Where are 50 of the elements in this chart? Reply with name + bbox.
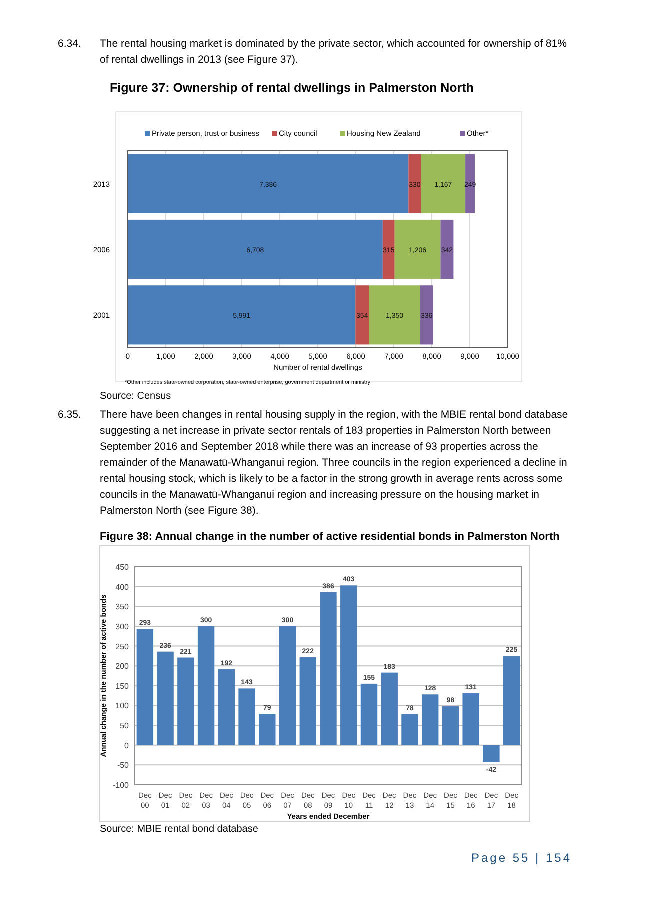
bar xyxy=(128,286,356,345)
bar xyxy=(218,669,236,746)
y-tick-label: 450 xyxy=(116,563,130,572)
source-note: Source: Census xyxy=(100,391,172,402)
text: Page 55 | 154 xyxy=(471,851,572,865)
bar xyxy=(279,626,296,746)
bar xyxy=(382,220,395,280)
bar xyxy=(420,286,434,345)
bar xyxy=(369,286,420,345)
bar xyxy=(198,626,215,746)
y-tick-label: 300 xyxy=(116,622,130,632)
bar xyxy=(466,154,476,214)
bar xyxy=(402,714,418,746)
text: 6.34. The rental housing market is dominated by the private sector, which accounted for ownership of 81% of rental dwellings in 2013 (see Figure 37). xyxy=(58,38,567,66)
source-note: Source: MBIE rental bond database xyxy=(100,824,259,835)
y-tick-label: 400 xyxy=(116,582,130,592)
bar xyxy=(360,684,378,746)
bar xyxy=(356,286,370,345)
bar xyxy=(421,154,466,214)
y-tick-label: 350 xyxy=(116,602,130,612)
bar xyxy=(483,745,500,762)
y-tick-label: -50 xyxy=(117,761,130,770)
y-tick-label: 250 xyxy=(116,642,130,652)
chart-title: Figure 38: Annual change in the number of active residential bonds in Palmerston North xyxy=(100,531,560,543)
y-tick-label: 0 xyxy=(124,741,130,750)
bar xyxy=(259,714,276,746)
bar xyxy=(136,629,154,746)
y-tick-label: 100 xyxy=(116,702,130,711)
bar xyxy=(381,672,398,746)
bar xyxy=(128,154,409,214)
y-tick-label: -100 xyxy=(112,781,130,790)
bar xyxy=(238,688,256,746)
bar xyxy=(503,656,520,746)
bar xyxy=(300,657,316,746)
bar xyxy=(422,694,439,746)
bar xyxy=(157,652,174,746)
text: 6.35. There have been changes in rental housing supply in the region, with the MBIE rental bond database suggesting a net increase in private sector rentals of 183 properties in Palmerston North between September 2016 and September 2018 while there was an increase of 93 properties across the remainder of the Manawatū-Whanganui region. Three councils in the region experienced a decline in rental housing stock, which is likely to be a factor in the strong growth in average rents across some councils in the Manawatū-Whanganui region and increasing pressure on the housing market in Palmerston North (see Figure 38). xyxy=(58,409,568,517)
bar xyxy=(320,592,337,746)
y-tick-label: 50 xyxy=(120,722,130,731)
bar xyxy=(462,693,480,746)
bar xyxy=(394,220,441,280)
bar xyxy=(340,586,358,746)
bar xyxy=(408,154,422,214)
y-tick-label: 150 xyxy=(116,682,130,691)
bar xyxy=(440,220,454,280)
bar xyxy=(128,220,383,280)
bar xyxy=(442,706,460,746)
bar xyxy=(178,658,194,746)
y-tick-label: 200 xyxy=(116,662,130,672)
chart-title: Figure 37: Ownership of rental dwellings in Palmerston North xyxy=(110,81,474,95)
